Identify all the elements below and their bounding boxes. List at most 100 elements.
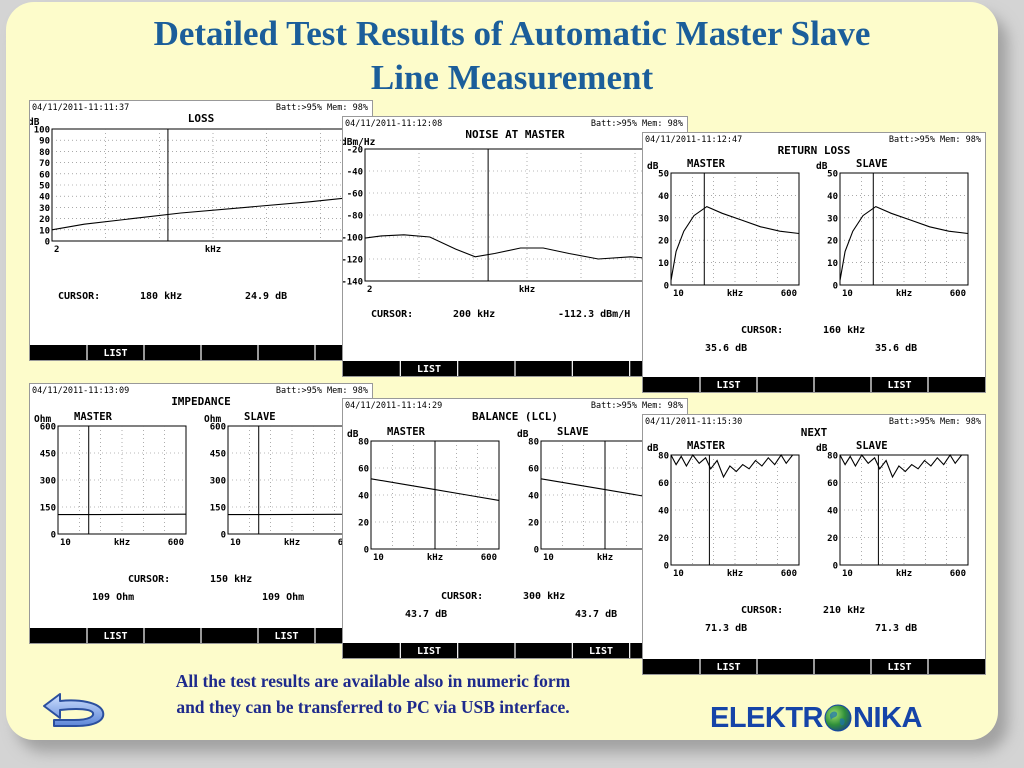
softkey-label: LIST (716, 662, 740, 673)
y-tick-label: 450 (210, 450, 226, 460)
screen-next: 04/11/2011-11:15:30 Batt:>95% Mem: 98% NEX… (642, 414, 986, 675)
softkey-label: LIST (274, 631, 298, 642)
screen-display: 04/11/2011-11:12:47 Batt:>95% Mem: 98% RET… (643, 135, 985, 392)
y-tick-label: 20 (528, 519, 539, 529)
x-tick-label: kHz (727, 569, 743, 579)
screen-loss: 04/11/2011-11:11:37 Batt:>95% Mem: 98% LOS… (29, 100, 373, 361)
y-tick-label: 20 (658, 534, 669, 544)
softkey-label: LIST (103, 348, 127, 359)
screen-noise: 04/11/2011-11:12:08 Batt:>95% Mem: 98% NOI… (342, 116, 688, 377)
cursor-frequency: 200 kHz (453, 309, 495, 320)
measurement-curve (670, 453, 799, 479)
cursor-label: CURSOR: (371, 309, 413, 320)
softkey-list[interactable]: LIST (887, 380, 911, 391)
x-tick-label: 10 (673, 569, 684, 579)
measurement-curve (364, 234, 687, 260)
softkey-list[interactable]: LIST (103, 631, 127, 642)
y-tick-label: 300 (40, 477, 56, 487)
y-tick-label: 20 (827, 534, 838, 544)
screen-balance: 04/11/2011-11:14:29 Batt:>95% Mem: 98% BAL… (342, 398, 688, 659)
y-tick-label: 30 (827, 214, 838, 224)
y-tick-label: 80 (528, 438, 539, 448)
softkey-label: LIST (417, 364, 441, 375)
master-value: 71.3 dB (705, 623, 747, 634)
cursor-frequency: 180 kHz (140, 291, 182, 302)
plot-master: Ohm MASTER 600 450 300 150 0 10 kHz 600 (34, 411, 187, 548)
y-tick-label: 70 (39, 159, 50, 169)
x-tick-label: 10 (230, 538, 241, 548)
x-tick-label: kHz (427, 553, 443, 563)
y-tick-label: 10 (658, 259, 669, 269)
y-tick-label: 150 (210, 504, 226, 514)
screen-display: 04/11/2011-11:14:29 Batt:>95% Mem: 98% BAL… (343, 401, 687, 658)
x-tick-label: 600 (781, 569, 797, 579)
measured-value: 24.9 dB (245, 291, 287, 302)
softkey-list[interactable]: LIST (716, 662, 740, 673)
y-tick-label: 20 (358, 519, 369, 529)
y-unit-label: Ohm (204, 414, 221, 425)
plot-main: dB10090807060504030201002kHz (30, 117, 372, 255)
softkey-list[interactable]: LIST (417, 646, 441, 657)
cursor-label: CURSOR: (741, 605, 783, 616)
y-unit-label: dB (347, 429, 359, 440)
y-unit-label: dB (647, 161, 659, 172)
screen-impedance: 04/11/2011-11:13:09 Batt:>95% Mem: 98% IMP… (29, 383, 373, 644)
battery-memory-status: Batt:>95% Mem: 98% (889, 417, 981, 427)
measurement-curve (670, 205, 800, 281)
plot-label: SLAVE (856, 158, 888, 170)
y-tick-label: 0 (664, 282, 669, 292)
x-tick-label: kHz (205, 245, 221, 255)
x-tick-label: 10 (842, 569, 853, 579)
y-unit-label: dB (816, 443, 828, 454)
y-unit-label: dBm/Hz (343, 137, 376, 148)
master-value: 35.6 dB (705, 343, 747, 354)
screen-display: 04/11/2011-11:12:08 Batt:>95% Mem: 98% NOI… (343, 119, 687, 376)
softkey-label: LIST (887, 380, 911, 391)
y-tick-label: 0 (221, 531, 226, 541)
y-tick-label: 0 (833, 562, 838, 572)
x-tick-label: 600 (950, 569, 966, 579)
y-tick-label: 50 (827, 170, 838, 180)
x-tick-label: 600 (781, 289, 797, 299)
plot-label: MASTER (687, 158, 726, 170)
y-tick-label: -100 (343, 234, 363, 244)
back-button[interactable] (40, 690, 108, 730)
y-tick-label: 300 (210, 477, 226, 487)
y-tick-label: -140 (343, 278, 363, 288)
softkey-list[interactable]: LIST (103, 348, 127, 359)
softkey-list[interactable]: LIST (589, 646, 613, 657)
back-arrow-icon (43, 693, 105, 727)
y-tick-label: 600 (210, 423, 226, 433)
softkey-label: LIST (589, 646, 613, 657)
y-tick-label: 100 (34, 126, 50, 136)
battery-memory-status: Batt:>95% Mem: 98% (591, 119, 683, 129)
screen-title: NOISE AT MASTER (465, 128, 565, 141)
softkey-list[interactable]: LIST (716, 380, 740, 391)
x-tick-label: 10 (60, 538, 71, 548)
screen-title: BALANCE (LCL) (472, 410, 558, 423)
softkey-label: LIST (887, 662, 911, 673)
x-tick-label: 10 (543, 553, 554, 563)
cursor-label: CURSOR: (128, 574, 170, 585)
plot-slave: OhmSLAVE600450300150010kHz600 (204, 411, 357, 548)
timestamp: 04/11/2011-11:12:47 (645, 135, 742, 145)
cursor-frequency: 210 kHz (823, 605, 865, 616)
plot-slave: dB SLAVE 50 40 30 20 10 0 10 kHz 600 (816, 158, 969, 299)
y-tick-label: 30 (658, 214, 669, 224)
cursor-label: CURSOR: (441, 591, 483, 602)
y-tick-label: 90 (39, 137, 50, 147)
softkey-list[interactable]: LIST (887, 662, 911, 673)
globe-icon (824, 704, 852, 732)
screen-title: IMPEDANCE (171, 395, 231, 408)
battery-memory-status: Batt:>95% Mem: 98% (276, 103, 368, 113)
softkey-list[interactable]: LIST (274, 631, 298, 642)
screen-display: 04/11/2011-11:13:09 Batt:>95% Mem: 98% IMP… (30, 386, 372, 643)
softkey-label: LIST (716, 380, 740, 391)
title-line-1: Detailed Test Results of Automatic Maste… (153, 14, 871, 53)
x-tick-label: kHz (896, 289, 912, 299)
battery-memory-status: Batt:>95% Mem: 98% (591, 401, 683, 411)
screen-title: RETURN LOSS (778, 144, 851, 157)
timestamp: 04/11/2011-11:12:08 (345, 119, 442, 129)
y-tick-label: 60 (827, 479, 838, 489)
softkey-list[interactable]: LIST (417, 364, 441, 375)
